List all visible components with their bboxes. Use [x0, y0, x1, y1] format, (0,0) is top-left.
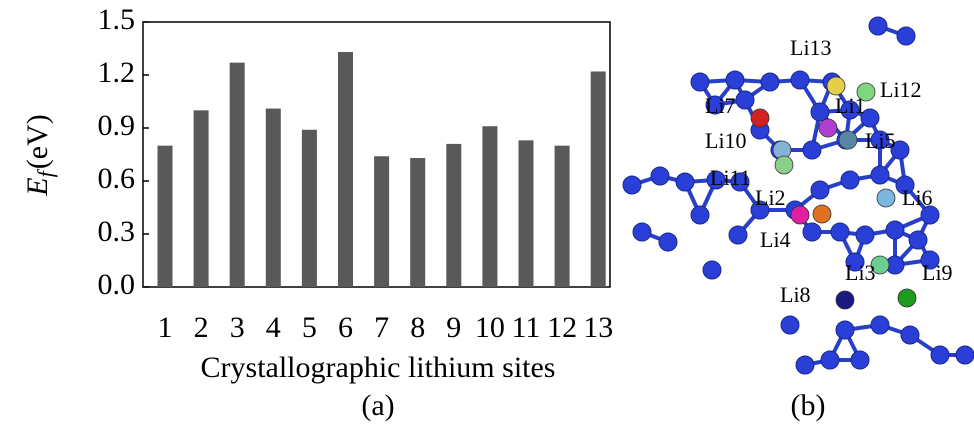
y-tick-label: 1.2	[98, 56, 136, 89]
x-tick-label: 13	[583, 311, 613, 344]
site-label: Li6	[902, 185, 933, 210]
site-label: Li2	[755, 185, 786, 210]
site-label: Li7	[705, 93, 736, 118]
y-tick-label: 0.9	[98, 109, 136, 142]
bar	[158, 146, 173, 287]
y-axis-title: Ef(eV)	[21, 114, 58, 196]
site-label: Li1	[835, 93, 866, 118]
li-atom	[819, 119, 837, 137]
bar	[591, 71, 606, 287]
atom	[841, 171, 859, 189]
y-tick-label: 0.3	[98, 215, 136, 248]
x-tick-label: 10	[475, 311, 505, 344]
y-axis-symbol: E	[21, 177, 54, 196]
atom	[856, 226, 874, 244]
atom	[897, 27, 915, 45]
atom	[791, 71, 809, 89]
bar	[482, 126, 497, 287]
atom	[651, 167, 669, 185]
li-atom	[813, 205, 831, 223]
x-tick-label: 3	[230, 311, 245, 344]
bar-chart: Crystallographic lithium sites (a) Ef(eV…	[21, 3, 613, 422]
structure-panel: Li13 Li12 Li7 Li1 Li10 Li5 Li11 Li6 Li2 Li4 Li3 Li9…	[623, 17, 974, 422]
x-tick-label: 12	[547, 311, 577, 344]
atom	[676, 173, 694, 191]
bar	[519, 140, 534, 287]
atom	[691, 206, 709, 224]
panel-label: (b)	[791, 389, 826, 422]
site-label: Li3	[845, 260, 876, 285]
atom	[851, 351, 869, 369]
atom	[886, 221, 904, 239]
bar	[194, 110, 209, 287]
site-label: Li9	[922, 260, 953, 285]
x-tick-label: 2	[194, 311, 209, 344]
atom	[736, 91, 754, 109]
atom	[761, 73, 779, 91]
x-tick-label: 1	[158, 311, 173, 344]
bar	[230, 63, 245, 287]
panel-label: (a)	[361, 389, 394, 422]
atom	[803, 223, 821, 241]
atom	[703, 261, 721, 279]
atom	[623, 176, 641, 194]
atom	[659, 233, 677, 251]
bar	[410, 158, 425, 287]
atom	[836, 321, 854, 339]
x-tick-label: 11	[512, 311, 541, 344]
li-atom	[775, 156, 793, 174]
bar	[302, 130, 317, 287]
x-tick-label: 4	[266, 311, 281, 344]
x-tick-label: 8	[410, 311, 425, 344]
li-atom	[836, 291, 854, 309]
site-label: Li5	[865, 128, 896, 153]
atom	[633, 223, 651, 241]
atom	[811, 103, 829, 121]
atom	[871, 166, 889, 184]
x-axis-title: Crystallographic lithium sites	[201, 351, 556, 384]
atom	[831, 223, 849, 241]
figure: Crystallographic lithium sites (a) Ef(eV…	[0, 0, 974, 434]
bar	[555, 146, 570, 287]
atom	[729, 226, 747, 244]
site-label: Li10	[705, 128, 747, 153]
atom	[901, 326, 919, 344]
y-tick-label: 0.0	[98, 268, 136, 301]
atom	[796, 356, 814, 374]
atom	[781, 316, 799, 334]
li-atom	[839, 131, 857, 149]
x-tick-label: 5	[302, 311, 317, 344]
x-tick-label: 7	[374, 311, 389, 344]
atom	[931, 346, 949, 364]
atom	[871, 316, 889, 334]
x-tick-label: 9	[446, 311, 461, 344]
x-tick-label: 6	[338, 311, 353, 344]
bar	[338, 52, 353, 287]
bar	[374, 156, 389, 287]
atom	[691, 73, 709, 91]
atom	[803, 141, 821, 159]
site-label: Li12	[880, 77, 922, 102]
atom	[811, 181, 829, 199]
atom	[956, 346, 974, 364]
y-axis-unit: (eV)	[21, 114, 54, 169]
site-label: Li13	[790, 35, 832, 60]
site-label: Li4	[760, 227, 791, 252]
y-tick-label: 0.6	[98, 162, 136, 195]
site-label: Li11	[710, 165, 751, 190]
li-atom	[898, 289, 916, 307]
bar	[446, 144, 461, 287]
atom	[869, 17, 887, 35]
li-atom	[791, 206, 809, 224]
atom	[909, 231, 927, 249]
site-label: Li8	[780, 282, 811, 307]
y-tick-label: 1.5	[98, 3, 136, 36]
li-atom	[877, 189, 895, 207]
li-atom	[751, 109, 769, 127]
atom	[726, 71, 744, 89]
atom	[821, 351, 839, 369]
bar	[266, 109, 281, 287]
